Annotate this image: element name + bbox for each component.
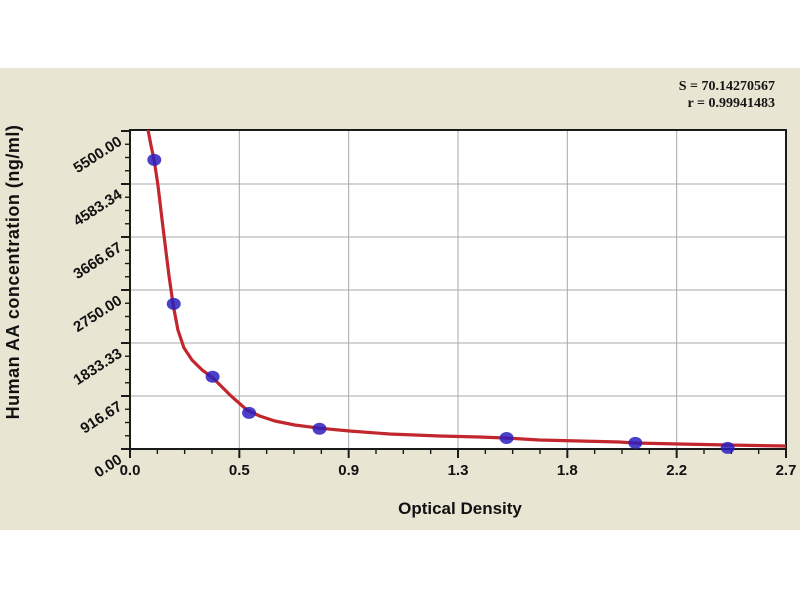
y-tick-label: 3666.67	[70, 239, 125, 283]
x-tick-label: 2.2	[666, 462, 687, 479]
data-point	[628, 436, 643, 449]
x-tick-label: 0.0	[120, 462, 141, 479]
data-point	[147, 153, 162, 166]
data-point	[242, 406, 257, 419]
y-tick-label: 5500.00	[70, 133, 125, 177]
x-tick-label: 0.9	[338, 462, 359, 479]
x-tick-label: 1.3	[448, 462, 469, 479]
data-point	[205, 370, 220, 383]
x-axis-title: Optical Density	[398, 499, 522, 518]
fit-statistic-s: S = 70.14270567	[678, 79, 775, 94]
x-tick-label: 0.5	[229, 462, 250, 479]
x-tick-label: 2.7	[776, 462, 797, 479]
y-tick-label: 2750.00	[70, 292, 125, 336]
standard-curve	[146, 130, 786, 448]
data-point	[720, 441, 735, 454]
x-tick-label: 1.8	[557, 462, 578, 479]
fit-statistics: S = 70.14270567 r = 0.99941483	[679, 78, 775, 112]
y-tick-label: 4583.34	[70, 186, 125, 230]
data-point	[312, 422, 327, 435]
fit-statistic-r: r = 0.99941483	[687, 96, 775, 111]
data-point	[166, 297, 181, 310]
y-tick-label: 1833.33	[70, 345, 125, 389]
data-point	[499, 432, 514, 445]
y-tick-label: 916.67	[77, 398, 125, 437]
